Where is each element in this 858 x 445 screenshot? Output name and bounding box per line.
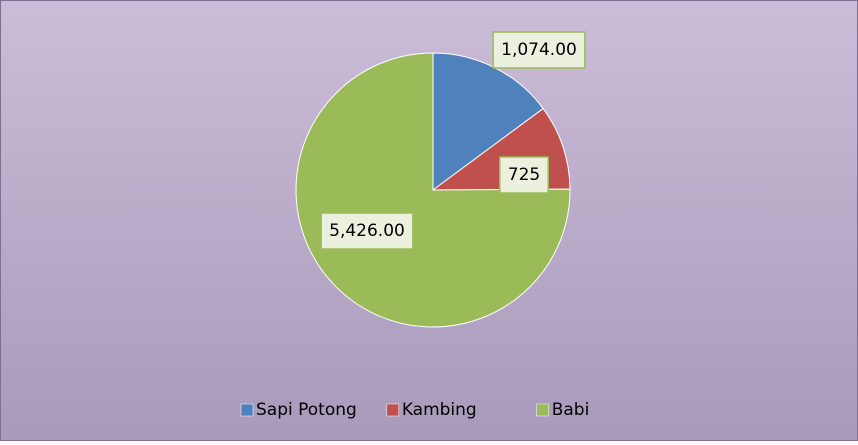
data-label: 725	[508, 165, 540, 185]
pie-slice	[295, 52, 571, 328]
legend-label: Kambing	[402, 400, 477, 420]
legend-label: Sapi Potong	[256, 400, 357, 420]
legend-swatch	[386, 403, 400, 417]
data-label-box	[499, 156, 549, 194]
data-label-box	[492, 31, 586, 69]
legend-label: Babi	[552, 400, 590, 420]
data-label-box	[320, 212, 414, 250]
data-label: 5,426.00	[329, 221, 405, 241]
legend-swatch	[536, 403, 549, 417]
data-label: 1,074.00	[501, 40, 577, 60]
legend-swatch	[240, 403, 254, 417]
